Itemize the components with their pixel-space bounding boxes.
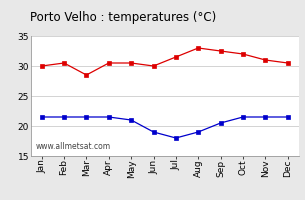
Text: www.allmetsat.com: www.allmetsat.com [36,142,111,151]
Text: Porto Velho : temperatures (°C): Porto Velho : temperatures (°C) [30,11,217,24]
